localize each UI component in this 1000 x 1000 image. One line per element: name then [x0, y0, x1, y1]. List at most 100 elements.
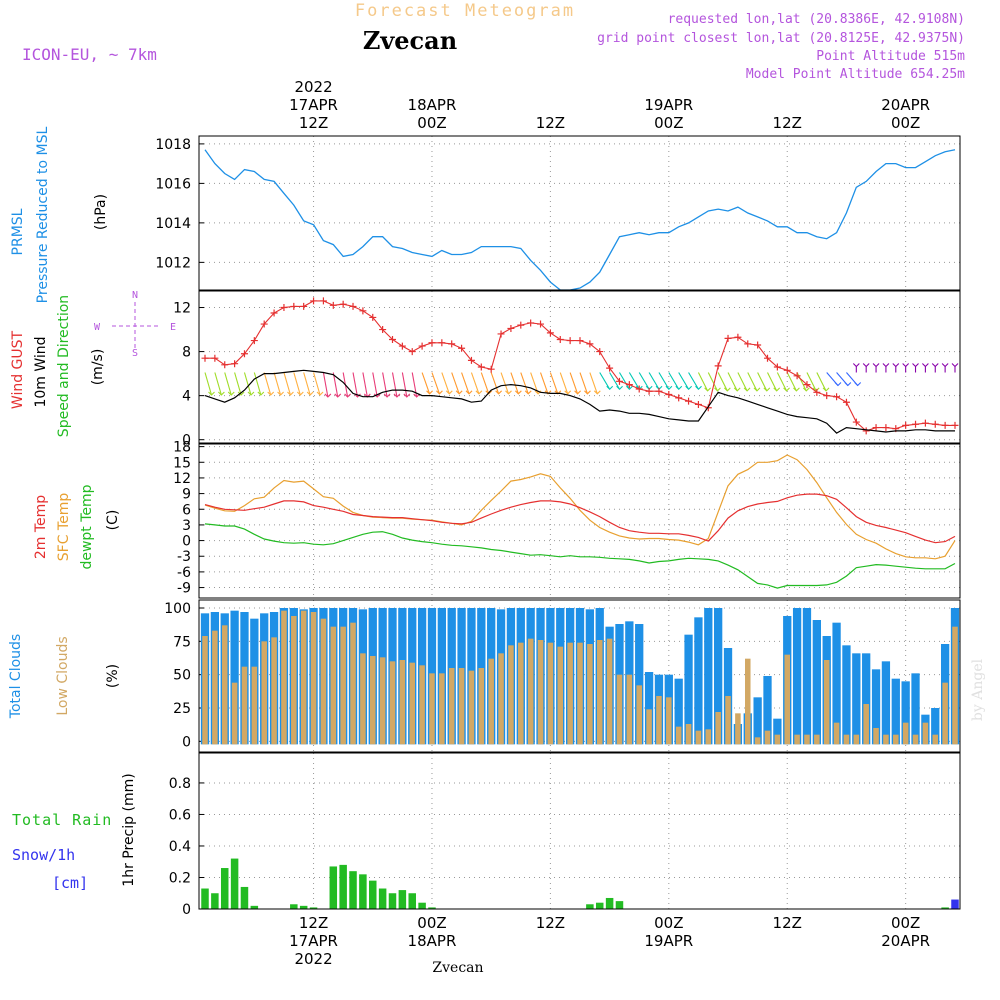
gust-marker — [477, 363, 485, 371]
low-cloud-bar — [883, 734, 889, 745]
bottom-tick-label: 00Z — [891, 914, 920, 932]
wind-gust-markers — [201, 297, 959, 435]
low-cloud-bar — [626, 674, 633, 745]
gust-marker — [221, 361, 229, 369]
gust-marker — [546, 329, 554, 337]
total-cloud-bar — [862, 653, 871, 745]
y-tick-label: 3 — [182, 518, 191, 534]
temp-ylabel: (C) — [105, 510, 121, 531]
gust-marker — [300, 302, 308, 310]
rain-bar — [941, 907, 949, 909]
gust-marker — [665, 391, 673, 399]
low-cloud-bar — [439, 673, 445, 745]
low-cloud-bar — [468, 670, 475, 745]
rain-bar — [230, 858, 239, 909]
top-tick-label: 17APR — [289, 96, 338, 114]
wind-arrow — [480, 372, 493, 395]
meteogram-title: Forecast Meteogram — [355, 1, 575, 21]
temp-dewpt-title: dewpt Temp — [79, 484, 95, 569]
wind-arrow — [589, 372, 601, 395]
precip-ylabel: 1hr Precip (mm) — [121, 773, 137, 886]
total-cloud-bar — [792, 608, 802, 745]
rain-bar — [378, 888, 387, 909]
bottom-tick-label: 17APR — [289, 932, 338, 950]
low-cloud-bar — [409, 662, 415, 745]
rain-bar — [398, 890, 407, 909]
compass-n: N — [132, 290, 138, 301]
wind-compass: N S W E — [94, 290, 176, 359]
footer-location: Zvecan — [432, 960, 483, 976]
gust-marker — [339, 300, 347, 308]
gust-marker — [902, 421, 910, 429]
gust-marker — [576, 337, 584, 345]
total-cloud-bar — [635, 624, 644, 745]
rain-bar — [595, 902, 604, 909]
y-tick-label: 1014 — [155, 216, 191, 232]
low-cloud-bar — [340, 626, 346, 745]
wind-arrow — [401, 372, 411, 398]
wind-arrow — [391, 372, 401, 398]
low-cloud-bar — [291, 616, 297, 745]
wind-y-axis: 0 4 8 12 — [173, 301, 204, 449]
low-cloud-bar — [370, 656, 376, 745]
temp-2m-title: 2m Temp — [33, 495, 49, 559]
low-cloud-bar — [498, 653, 504, 745]
gust-marker — [882, 424, 890, 432]
bottom-tick-label: 18APR — [408, 932, 457, 950]
y-tick-label: 0.4 — [169, 839, 191, 855]
wind-arrow — [892, 363, 900, 373]
low-cloud-bar — [221, 625, 228, 745]
wind-arrow — [253, 372, 265, 396]
gust-marker — [842, 398, 850, 406]
rain-bar — [250, 905, 259, 909]
compass-w: W — [94, 322, 101, 333]
gust-marker — [349, 302, 357, 310]
wind-arrow — [872, 363, 880, 373]
total-cloud-bar — [694, 617, 703, 745]
dewpt-temp-line — [204, 523, 956, 589]
gust-marker — [556, 335, 564, 343]
gust-marker — [290, 302, 298, 310]
top-tick-label: 12Z — [773, 114, 802, 132]
precip-panel-frame — [198, 752, 961, 910]
wind-arrow — [609, 372, 623, 390]
temp-sfc-title: SFC Temp — [56, 493, 72, 562]
y-tick-label: 100 — [164, 601, 191, 617]
wind-arrow — [470, 372, 483, 395]
gust-marker — [803, 381, 811, 389]
y-tick-label: 0 — [182, 902, 191, 918]
y-tick-label: 25 — [173, 701, 191, 717]
low-cloud-bar — [735, 713, 741, 745]
total-cloud-bar — [881, 661, 891, 745]
wind-arrow — [510, 372, 522, 395]
wind-arrow — [599, 372, 614, 390]
model-altitude: Model Point Altitude 654.25m — [746, 67, 965, 82]
rain-bar — [369, 880, 377, 909]
y-tick-label: 0 — [182, 534, 191, 550]
gust-marker — [408, 348, 416, 356]
gust-marker — [783, 366, 791, 374]
total-cloud-bar — [802, 608, 812, 745]
rain-bar — [428, 907, 436, 909]
wind-arrow — [332, 372, 342, 398]
rain-bar — [240, 886, 249, 909]
top-tick-label: 00Z — [654, 114, 683, 132]
rain-bar — [339, 864, 347, 909]
wind-arrow — [540, 372, 552, 395]
gust-marker — [764, 354, 771, 362]
wind-arrow — [757, 372, 771, 392]
wind-arrow — [273, 372, 284, 396]
gust-marker — [793, 372, 801, 380]
pressure-title-b: Pressure Reduced to MSL — [35, 126, 51, 303]
bottom-tick-label: 20APR — [881, 932, 930, 950]
low-cloud-bar — [754, 737, 761, 745]
low-cloud-bar — [330, 626, 337, 745]
low-cloud-bar — [399, 660, 406, 745]
snow-bar — [951, 899, 959, 909]
wind-arrow — [931, 363, 939, 373]
total-cloud-bar — [714, 608, 723, 745]
